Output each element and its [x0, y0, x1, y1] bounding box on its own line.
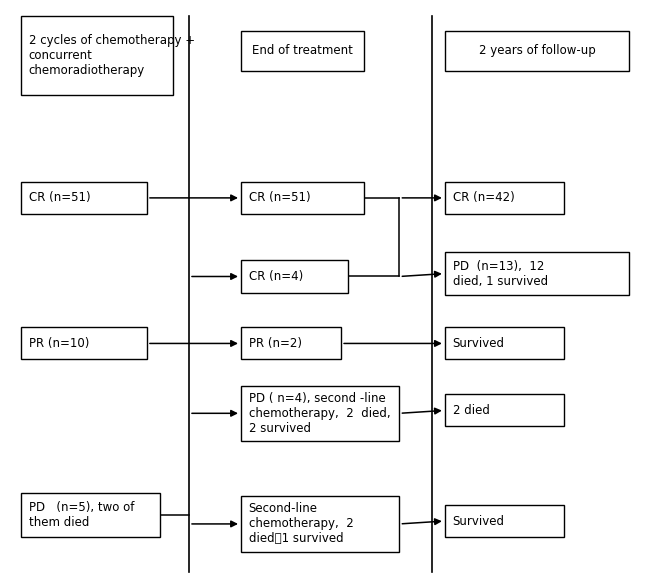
Text: CR (n=51): CR (n=51): [249, 191, 310, 204]
Text: End of treatment: End of treatment: [252, 44, 353, 57]
FancyBboxPatch shape: [241, 386, 400, 441]
FancyBboxPatch shape: [21, 493, 160, 537]
FancyBboxPatch shape: [241, 182, 364, 214]
Text: PD ( n=4), second -line
chemotherapy,  2  died,
2 survived: PD ( n=4), second -line chemotherapy, 2 …: [249, 392, 390, 435]
FancyBboxPatch shape: [21, 16, 173, 95]
FancyBboxPatch shape: [241, 496, 400, 552]
FancyBboxPatch shape: [445, 252, 629, 295]
Text: CR (n=42): CR (n=42): [452, 191, 514, 204]
FancyBboxPatch shape: [241, 30, 364, 71]
FancyBboxPatch shape: [241, 328, 341, 359]
FancyBboxPatch shape: [21, 182, 147, 214]
Text: CR (n=4): CR (n=4): [249, 270, 303, 283]
Text: 2 years of follow-up: 2 years of follow-up: [478, 44, 595, 57]
Text: PD  (n=13),  12
died, 1 survived: PD (n=13), 12 died, 1 survived: [452, 260, 548, 288]
Text: 2 cycles of chemotherapy +
concurrent
chemoradiotherapy: 2 cycles of chemotherapy + concurrent ch…: [29, 34, 195, 77]
Text: Survived: Survived: [452, 515, 504, 528]
FancyBboxPatch shape: [21, 328, 147, 359]
Text: CR (n=51): CR (n=51): [29, 191, 90, 204]
Text: 2 died: 2 died: [452, 404, 489, 417]
FancyBboxPatch shape: [445, 394, 564, 426]
FancyBboxPatch shape: [445, 328, 564, 359]
FancyBboxPatch shape: [445, 505, 564, 537]
FancyBboxPatch shape: [445, 30, 629, 71]
Text: PR (n=10): PR (n=10): [29, 337, 89, 350]
Text: Survived: Survived: [452, 337, 504, 350]
FancyBboxPatch shape: [241, 260, 348, 292]
Text: PD   (n=5), two of
them died: PD (n=5), two of them died: [29, 501, 134, 529]
FancyBboxPatch shape: [445, 182, 564, 214]
Text: PR (n=2): PR (n=2): [249, 337, 302, 350]
Text: Second-line
chemotherapy,  2
died，1 survived: Second-line chemotherapy, 2 died，1 survi…: [249, 503, 354, 545]
